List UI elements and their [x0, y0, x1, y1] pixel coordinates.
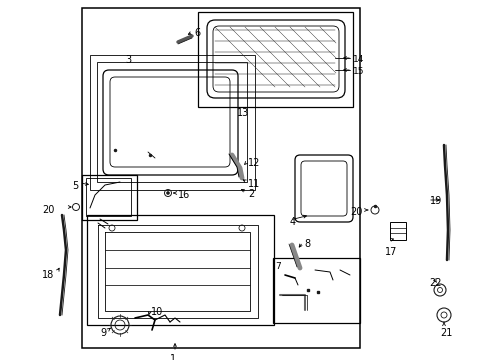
Text: 11: 11 — [247, 179, 260, 189]
Text: 15: 15 — [352, 67, 364, 76]
Text: 20: 20 — [349, 207, 362, 217]
Bar — [97, 62, 246, 182]
Text: 20: 20 — [42, 205, 54, 215]
Bar — [86, 178, 131, 216]
Bar — [198, 12, 352, 107]
Text: 5: 5 — [72, 181, 78, 191]
Text: 16: 16 — [178, 190, 190, 200]
Text: 4: 4 — [289, 217, 296, 227]
Text: 12: 12 — [247, 158, 260, 168]
Text: 1: 1 — [170, 354, 176, 360]
Text: 22: 22 — [428, 278, 441, 288]
Circle shape — [166, 192, 169, 194]
Text: 10: 10 — [151, 307, 163, 317]
Bar — [272, 258, 359, 323]
Text: 2: 2 — [247, 189, 254, 199]
Bar — [82, 175, 137, 220]
Text: 17: 17 — [384, 247, 397, 257]
Text: 13: 13 — [237, 108, 249, 118]
Text: 14: 14 — [352, 55, 364, 64]
Text: 3: 3 — [125, 55, 131, 65]
Text: 9: 9 — [100, 328, 106, 338]
Bar — [87, 215, 273, 325]
Text: 7: 7 — [274, 262, 280, 271]
Text: 6: 6 — [194, 28, 200, 38]
Bar — [82, 8, 359, 348]
Bar — [90, 55, 254, 190]
Text: 18: 18 — [42, 270, 54, 280]
Text: 8: 8 — [304, 239, 309, 249]
Text: 21: 21 — [439, 328, 451, 338]
Text: 19: 19 — [429, 196, 441, 206]
Bar — [389, 222, 405, 240]
